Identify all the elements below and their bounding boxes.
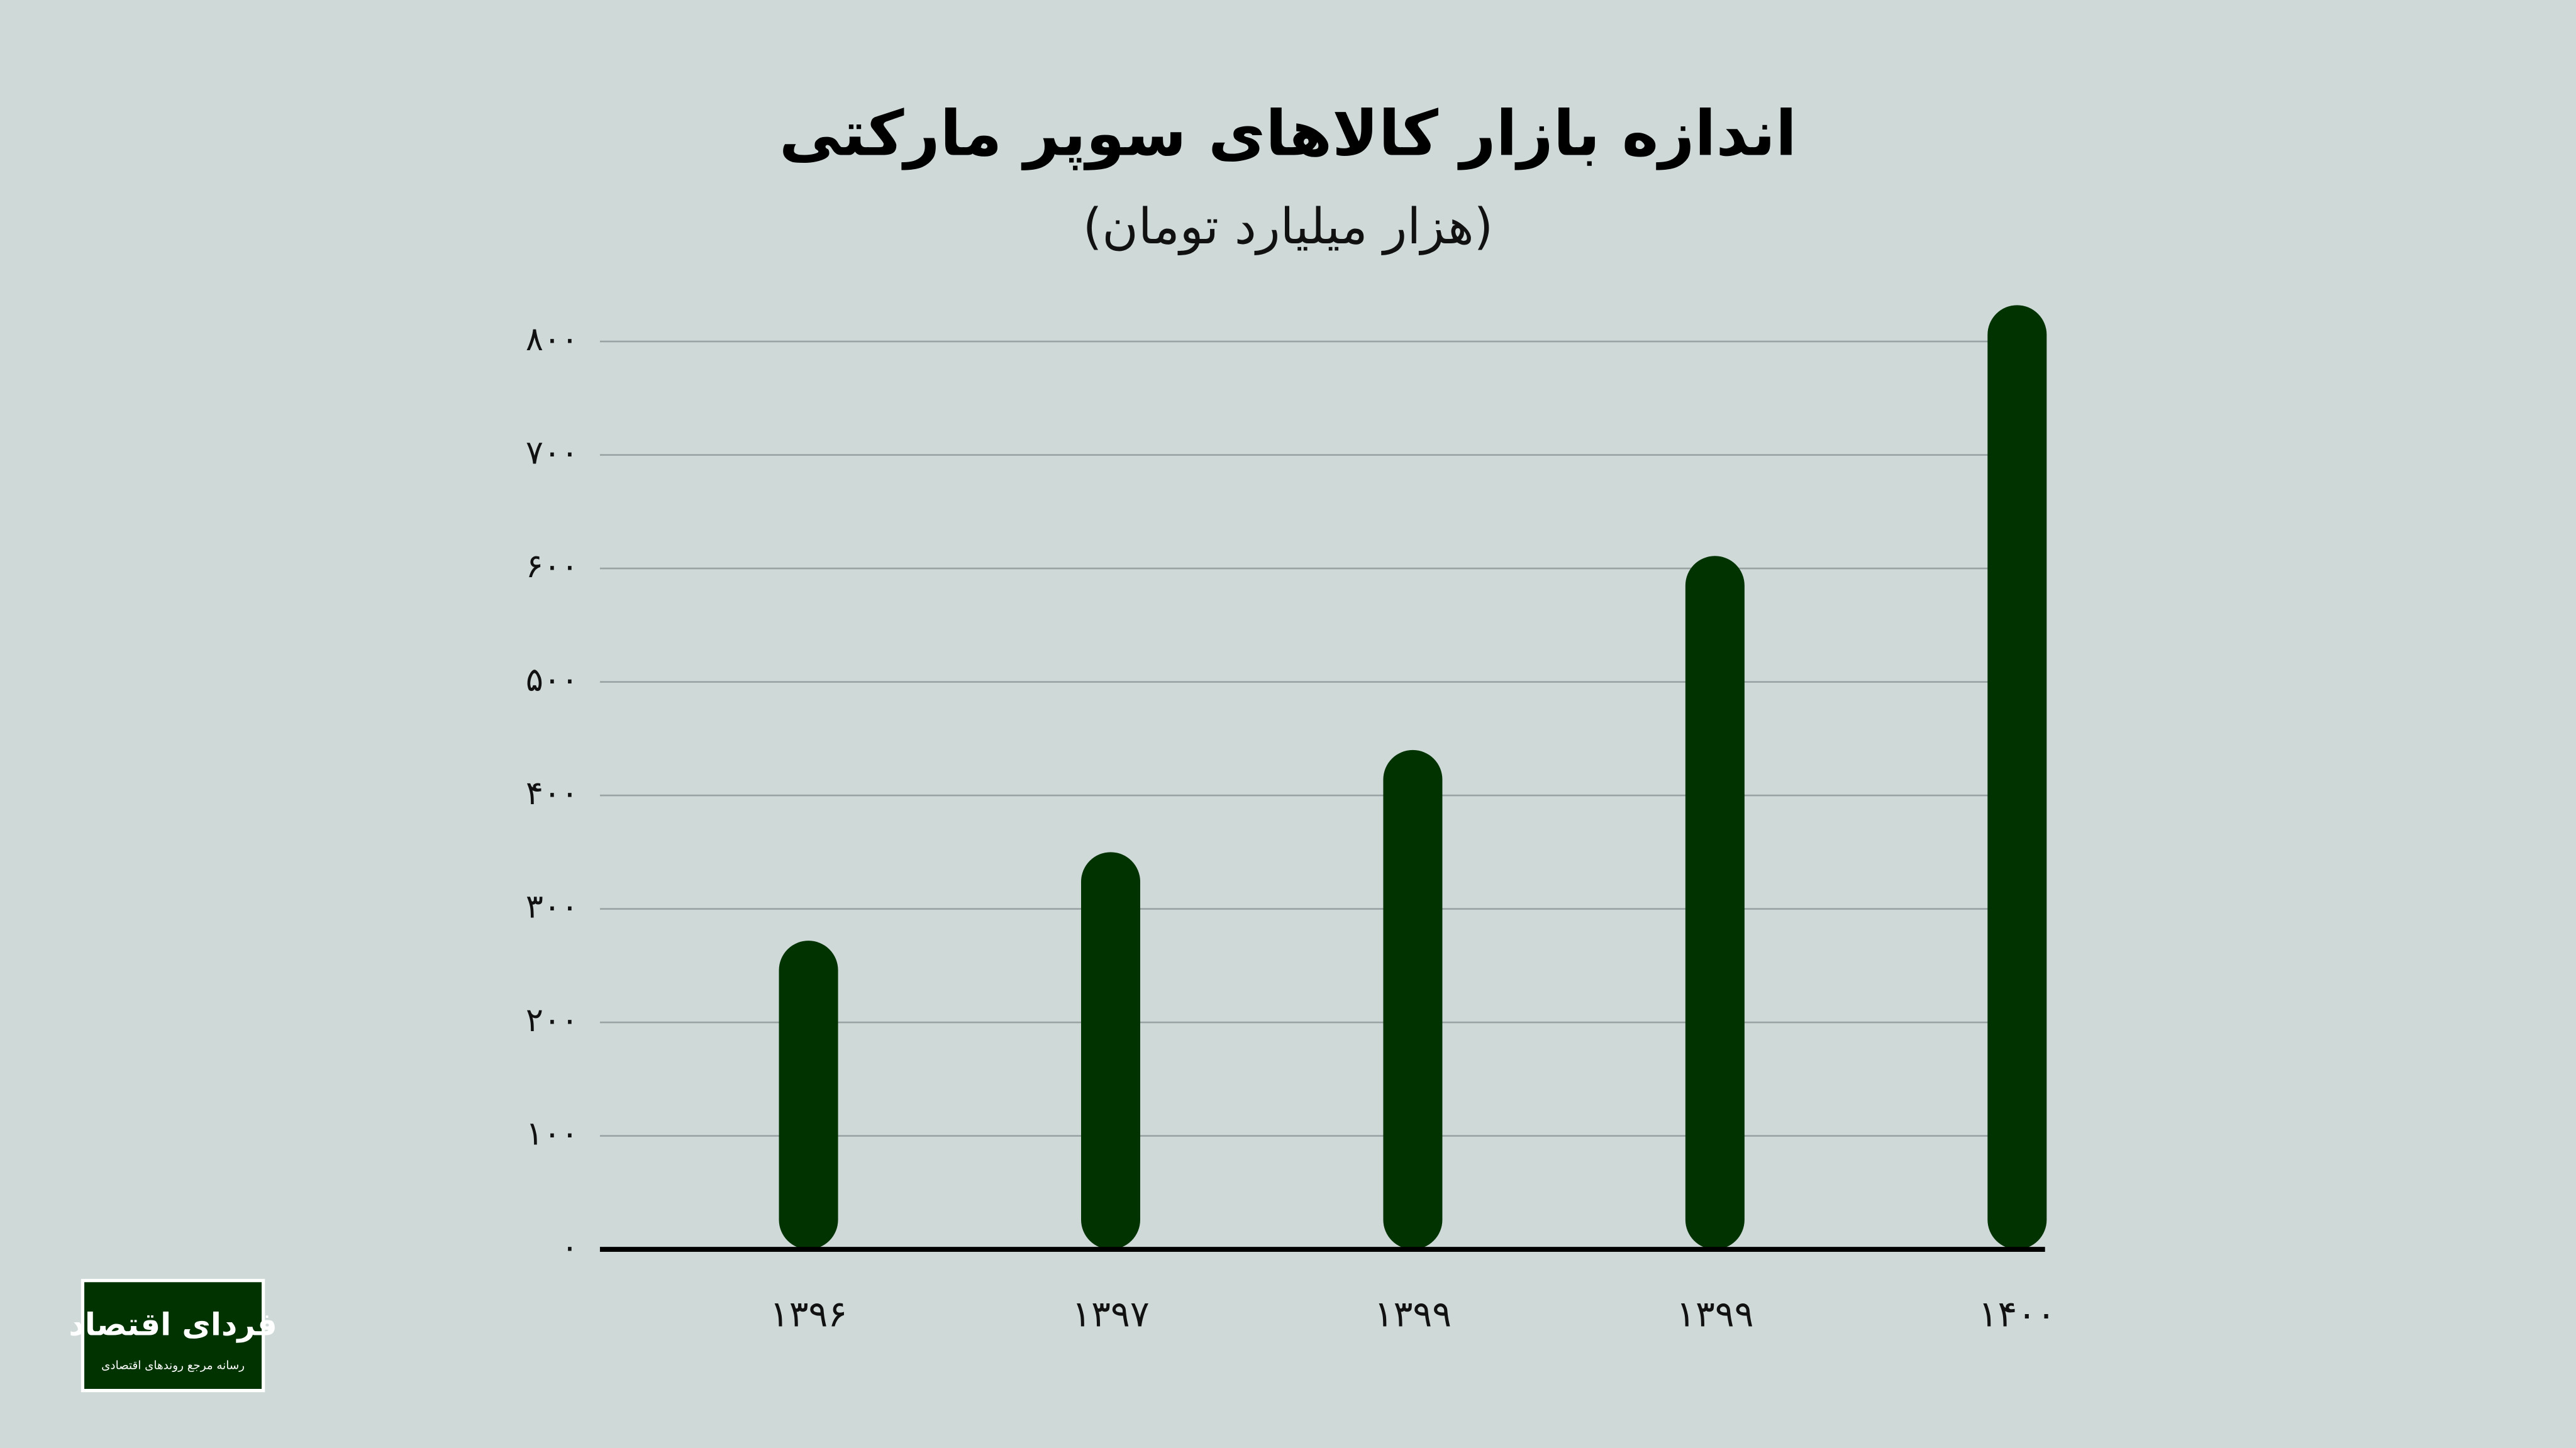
y-tick-label: ۷۰۰ (526, 434, 579, 472)
y-tick-label: ۲۰۰ (526, 1002, 579, 1039)
y-tick-label: ۵۰۰ (526, 661, 579, 699)
x-tick-label: ۱۳۹۹ (1676, 1293, 1753, 1335)
logo: فردای اقتصاد رسانه مرجع روندهای اقتصادی (69, 1279, 277, 1393)
logo-name: فردای اقتصاد (69, 1306, 277, 1343)
bar (1987, 305, 2047, 1250)
bar (1081, 852, 1140, 1250)
y-tick-label: ۱۰۰ (526, 1115, 579, 1153)
x-tick-label: ۱۴۰۰ (1979, 1293, 2056, 1335)
x-tick-label: ۱۳۹۹ (1374, 1293, 1452, 1335)
x-tick-label: ۱۳۹۶ (770, 1293, 847, 1335)
chart-subtitle: (هزار میلیارد تومان) (1083, 198, 1493, 256)
bar (779, 941, 838, 1250)
y-tick-label: ۴۰۰ (526, 775, 579, 812)
logo-tagline: رسانه مرجع روندهای اقتصادی (101, 1359, 245, 1372)
bar (1383, 749, 1443, 1250)
logo-box (80, 1279, 265, 1393)
y-tick-label: ۰ (561, 1229, 579, 1266)
y-tick-label: ۸۰۰ (526, 321, 579, 358)
y-tick-label: ۳۰۰ (526, 888, 579, 926)
y-tick-label: ۶۰۰ (526, 548, 579, 585)
bar (1685, 556, 1745, 1250)
x-tick-label: ۱۳۹۷ (1072, 1293, 1149, 1335)
chart-title: اندازه بازار کالاهای سوپر مارکتی (779, 98, 1797, 171)
